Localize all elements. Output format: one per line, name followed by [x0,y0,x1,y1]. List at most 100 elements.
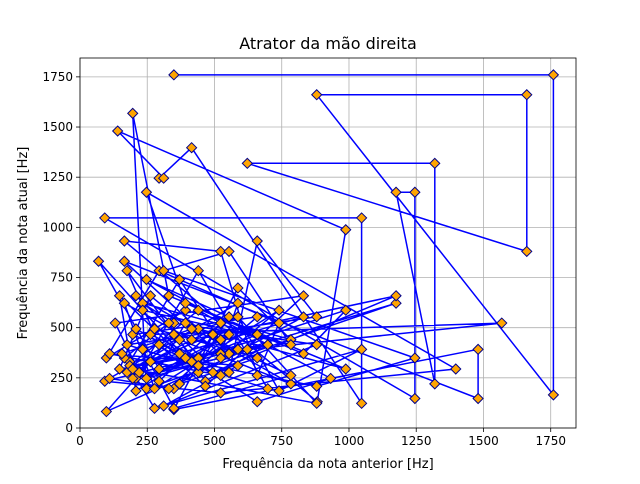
data-point [241,343,254,356]
y-tick-label: 1750 [42,70,73,84]
y-tick-label: 500 [50,321,73,335]
data-point [251,396,263,408]
x-axis-label: Frequência da nota anterior [Hz] [222,457,433,472]
data-point [232,311,244,323]
data-point [192,264,205,277]
data-point [111,125,124,137]
data-point [409,186,421,198]
data-point [273,304,285,316]
data-point [130,290,142,302]
y-tick-label: 0 [65,421,73,435]
data-point [153,339,165,351]
data-point [127,372,139,385]
data-point [409,352,421,364]
plot-data [92,69,560,418]
data-point [185,334,198,346]
data-point [409,392,421,405]
data-point [173,334,186,346]
data-point [199,380,212,392]
data-point [153,363,165,375]
data-point [251,352,263,364]
data-point [223,311,235,323]
data-point [168,402,180,415]
data-point [103,372,116,385]
data-point [99,212,111,224]
x-tick-label: 1750 [535,434,566,448]
data-point [185,323,198,335]
data-point [173,378,186,390]
data-point [340,224,352,236]
data-point [232,282,244,294]
x-tick-label: 1250 [401,434,432,448]
data-point [223,348,235,360]
data-point [390,290,402,302]
data-point [103,348,116,360]
data-point [262,339,274,351]
data-point [262,382,274,395]
data-point [251,328,263,341]
data-point [285,339,297,351]
data-point [429,157,441,170]
y-tick-label: 750 [50,271,73,285]
data-point [472,343,484,356]
data-point [214,334,227,346]
data-point [429,378,441,390]
data-point [214,369,227,382]
data-point [450,363,462,375]
x-tick-label: 750 [270,434,293,448]
data-point [223,366,235,379]
data-point [310,311,323,323]
data-point [251,235,263,247]
data-point [144,290,157,302]
data-point [113,363,126,375]
data-point [168,328,180,341]
data-point [127,363,139,375]
data-point [118,235,131,247]
data-point [157,172,170,184]
data-point [148,402,161,415]
data-point [144,356,157,368]
data-point [140,372,153,385]
y-tick-label: 1500 [42,120,73,134]
data-point [390,186,402,198]
data-point [179,352,192,364]
data-point [232,297,244,309]
data-point [390,297,402,309]
data-point [163,382,175,395]
data-point [179,297,192,309]
data-point [241,157,254,170]
data-point [285,378,297,390]
data-point [232,359,244,372]
data-point [310,397,323,410]
data-point [310,380,323,392]
data-point [192,366,205,379]
data-point [136,304,149,316]
data-point [140,382,153,395]
data-point [153,375,165,387]
data-point [148,323,161,335]
data-point [214,317,227,329]
data-point [232,343,244,356]
data-point [179,304,192,316]
data-point [140,186,153,198]
data-point [148,382,161,395]
data-point [192,304,205,316]
data-point [223,245,235,258]
data-point [113,290,126,302]
data-point [192,359,205,372]
data-point [251,311,263,323]
x-tick-label: 0 [76,434,84,448]
data-point [100,405,113,418]
chart-title: Atrator da mão direita [239,34,417,53]
data-point [547,389,560,401]
data-point [163,317,175,329]
data-point [214,387,227,399]
data-point [472,392,484,405]
data-point [163,290,175,302]
data-point [297,348,310,360]
data-point [179,317,192,329]
data-point [118,255,131,267]
x-tick-label: 1000 [334,434,365,448]
